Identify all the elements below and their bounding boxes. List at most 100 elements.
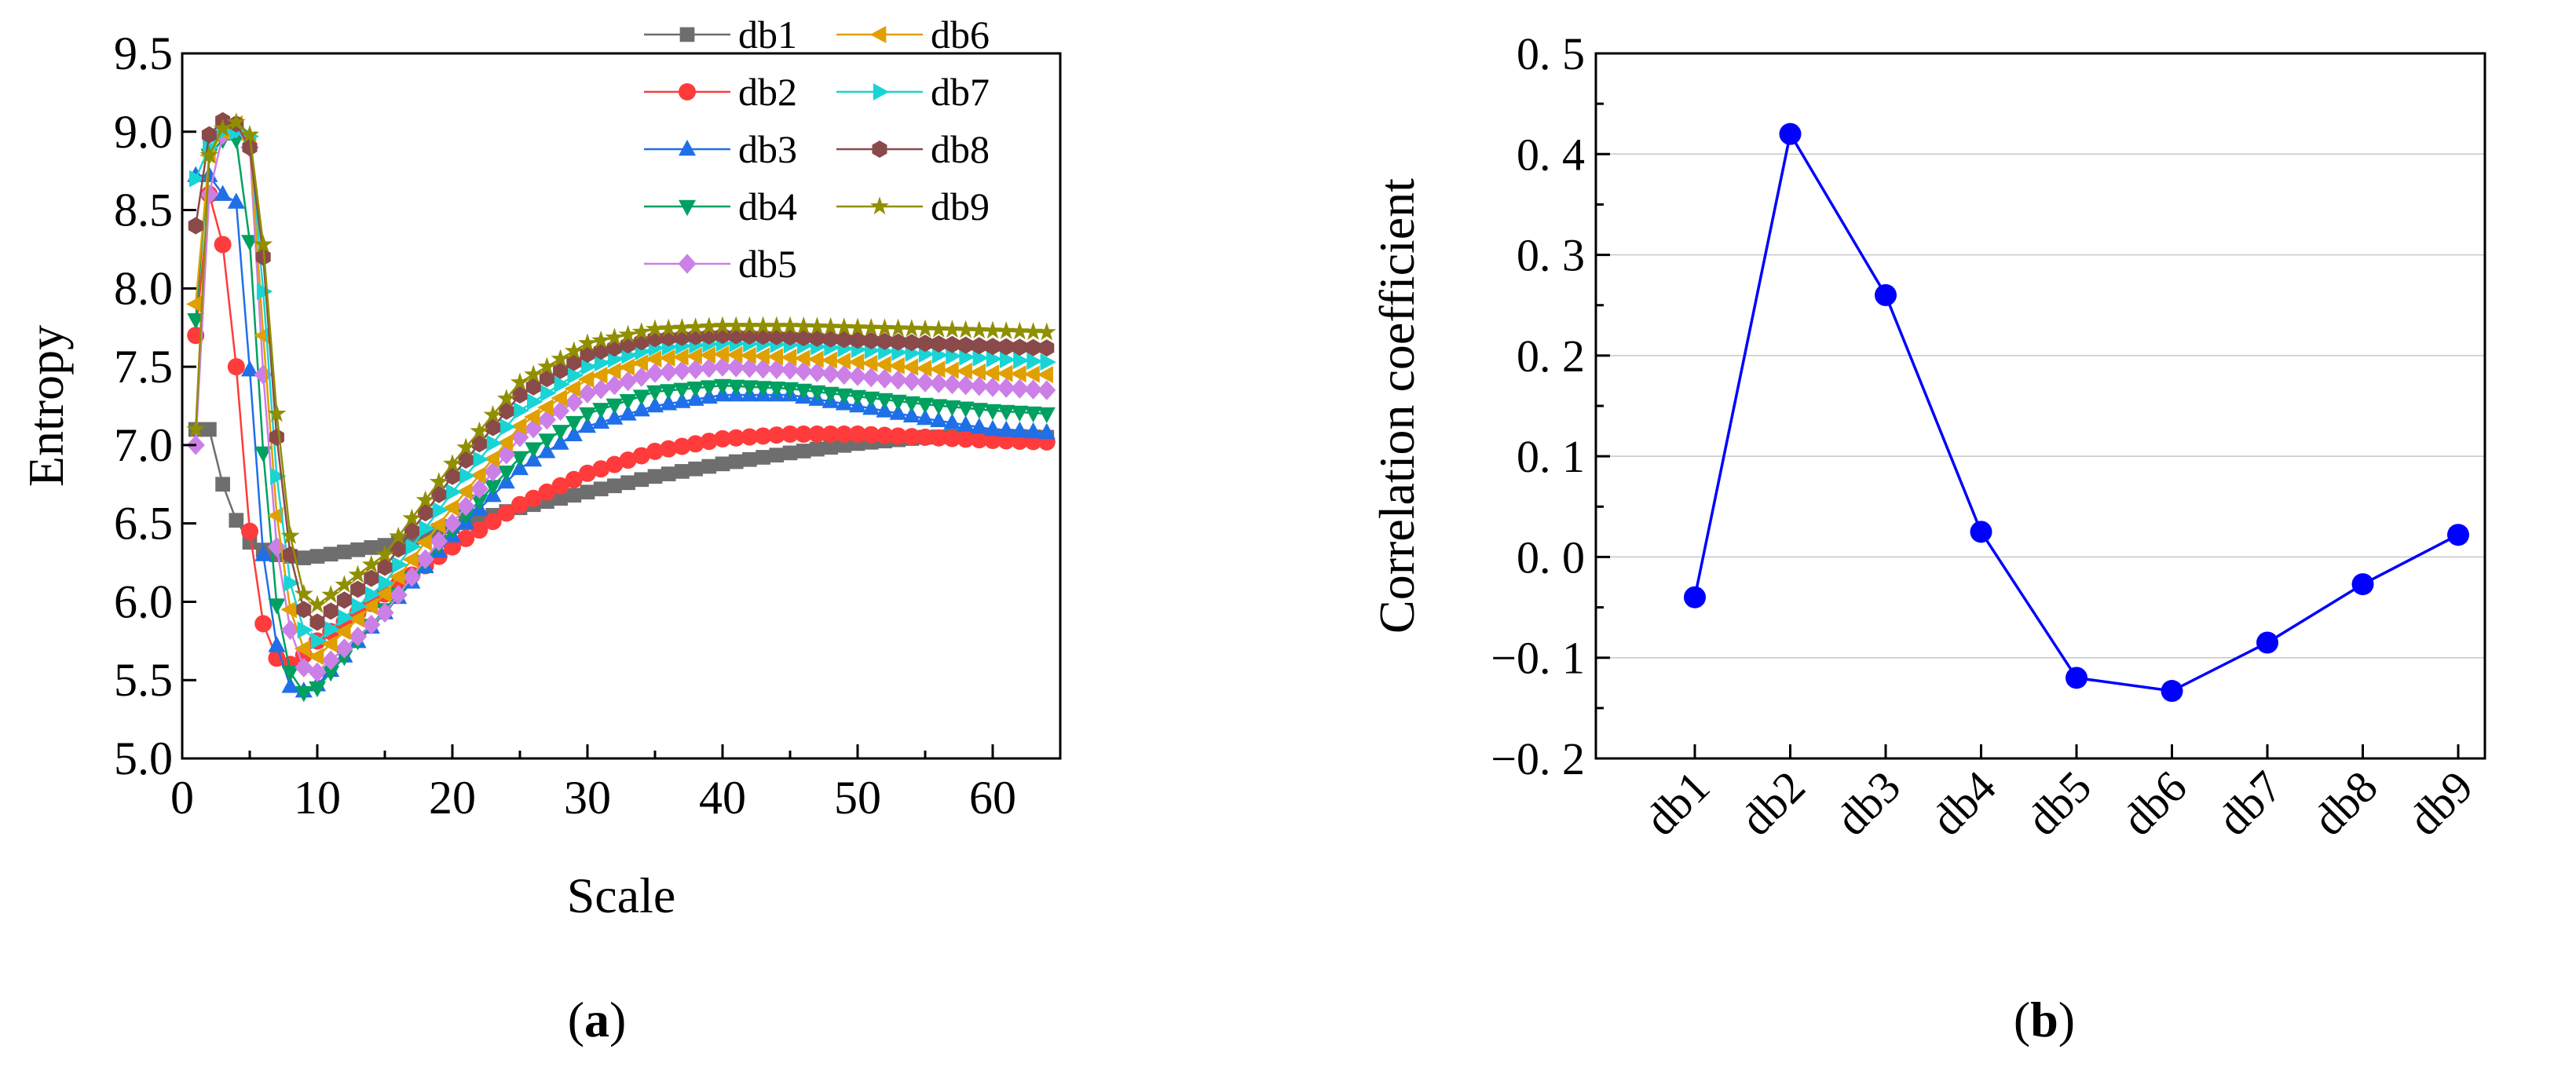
- series-db6-point: [956, 362, 972, 380]
- legend-entry-db5: db5: [644, 242, 797, 286]
- series-db3-point: [538, 442, 556, 459]
- series-db4-point: [781, 382, 799, 399]
- legend-marker: [869, 26, 887, 43]
- series-db9-point: [902, 319, 921, 338]
- series-db6-point: [429, 516, 445, 534]
- series-db5-point: [295, 657, 313, 678]
- series-db8-point: [201, 126, 217, 144]
- panel-b-plot-frame: [1594, 52, 2486, 760]
- series-db4-point: [565, 415, 583, 433]
- series-db6-point: [618, 358, 635, 376]
- series-db5-point: [497, 444, 516, 465]
- series-db4-point: [821, 386, 840, 404]
- series-db8-point: [323, 602, 338, 620]
- series-db2-point: [754, 427, 772, 445]
- series-db4-point: [632, 389, 650, 406]
- series-db3-point: [619, 404, 637, 421]
- series-db2-point: [930, 429, 948, 447]
- series-db4-point: [957, 401, 975, 418]
- series-db4-point: [970, 403, 988, 419]
- series-db3-point: [984, 419, 1001, 437]
- series-db9-point: [591, 330, 611, 349]
- series-db7-point: [473, 451, 489, 469]
- series-db1-point: [364, 540, 379, 555]
- series-db5-point: [537, 409, 556, 430]
- series-db1-point: [309, 549, 325, 564]
- series-db6-point: [982, 364, 1000, 382]
- series-db4-point: [754, 381, 772, 397]
- series-db6-point: [1037, 366, 1053, 384]
- series-db5-point: [443, 513, 462, 534]
- series-db2-point: [254, 615, 273, 633]
- series-db9-point: [578, 333, 597, 352]
- series-db7-point: [1013, 352, 1030, 370]
- series-db4-point: [497, 466, 515, 482]
- series-db5-point: [565, 392, 584, 412]
- series-db6-point: [537, 399, 554, 416]
- series-db2-point: [241, 522, 258, 540]
- panel-a-ylabel: Entropy: [18, 325, 74, 487]
- panel-b-caption-letter: b: [2030, 992, 2058, 1047]
- series-db7-point: [595, 354, 611, 372]
- legend-marker: [679, 27, 695, 42]
- legend-entry-db4: db4: [644, 185, 797, 228]
- series-db6-point: [524, 408, 540, 426]
- series-db4-point: [943, 400, 961, 417]
- series-db1-point: [756, 450, 770, 465]
- series-db2-point: [727, 429, 745, 447]
- series-db5-point: [551, 400, 570, 421]
- series-db8-point: [242, 138, 258, 156]
- series-db3-point: [579, 416, 596, 433]
- series-db4-point: [660, 384, 678, 400]
- series-db2-point: [849, 425, 866, 443]
- legend-marker: [679, 199, 696, 217]
- series-db6-point: [672, 348, 689, 366]
- series-db6-point: [1023, 365, 1040, 383]
- x-tick-label: 20: [429, 772, 476, 824]
- series-db8-point: [580, 345, 595, 364]
- series-db6-point: [862, 354, 878, 372]
- series-db9-point: [631, 322, 651, 340]
- panel-a-caption: (a): [568, 992, 627, 1047]
- series-db7-point: [256, 283, 273, 301]
- series-db6-point: [712, 345, 730, 364]
- series-db5-point: [362, 614, 381, 635]
- series-db4-point: [551, 425, 569, 441]
- series-db9-point: [280, 526, 300, 544]
- correlation-point-db8: [2351, 573, 2374, 596]
- series-db5-point: [591, 379, 610, 400]
- series-db4-point: [876, 393, 894, 410]
- series-db9-line: [194, 121, 1047, 606]
- series-db9-point: [321, 585, 341, 603]
- x-tick-label-db2: db2: [1730, 761, 1814, 845]
- series-db5-point: [254, 364, 273, 385]
- series-db9-point: [699, 316, 719, 335]
- series-db2-point: [538, 483, 556, 501]
- series-db3-point: [686, 389, 704, 406]
- series-db4-point: [579, 407, 596, 424]
- series-db9-point: [551, 349, 570, 367]
- series-db8-point: [850, 331, 865, 349]
- series-db9-point: [348, 565, 368, 583]
- legend-marker: [873, 83, 890, 100]
- series-db7-point: [270, 467, 287, 485]
- y-tick-label: 5.0: [114, 733, 173, 784]
- series-db6-point: [267, 506, 284, 524]
- series-db1-point: [634, 472, 649, 488]
- series-db8-point: [863, 332, 879, 349]
- series-db5-point: [402, 567, 421, 587]
- series-db1-point: [337, 544, 352, 560]
- series-db4-point: [1011, 405, 1029, 422]
- series-db5-point: [416, 549, 435, 569]
- series-db6-point: [767, 348, 784, 366]
- series-db8-point: [998, 338, 1014, 356]
- series-db8-point: [377, 558, 393, 576]
- series-db5-point: [942, 374, 961, 395]
- series-db2-point: [511, 495, 529, 513]
- y-tick-label: 9.0: [114, 106, 173, 158]
- series-db4-point: [538, 433, 556, 450]
- series-db5-point: [632, 367, 651, 387]
- series-db7-point: [554, 375, 570, 393]
- series-db2-point: [268, 649, 286, 667]
- series-db6-point: [753, 347, 770, 365]
